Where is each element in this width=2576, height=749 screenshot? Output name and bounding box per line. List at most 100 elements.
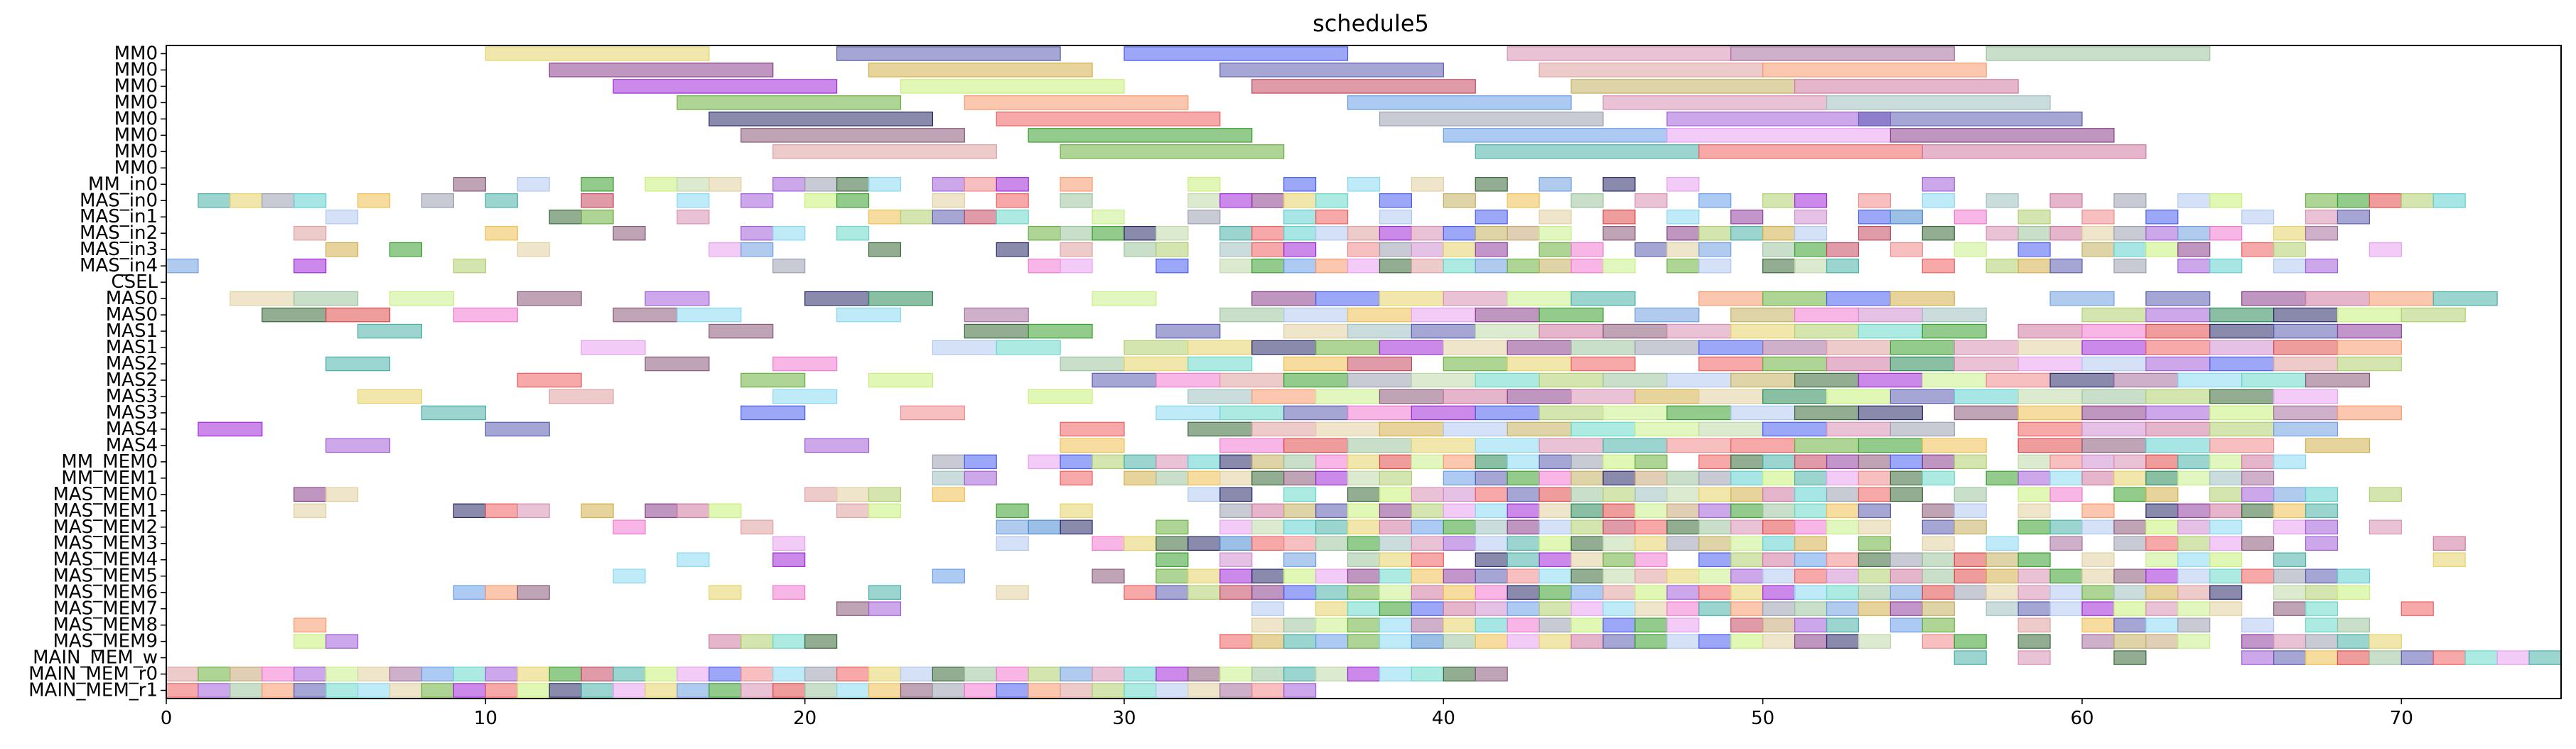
task-bar	[2273, 307, 2339, 323]
task-bar	[517, 667, 550, 681]
task-bar	[1634, 193, 1668, 208]
task-bar	[1953, 552, 1987, 567]
task-bar	[1794, 323, 1860, 339]
y-tick-label: MAS3	[106, 402, 158, 424]
task-bar	[1698, 601, 1732, 616]
task-bar	[1347, 356, 1412, 372]
task-bar	[1890, 128, 2115, 143]
task-bar	[1187, 356, 1253, 372]
task-bar	[1730, 585, 1764, 600]
task-bar	[1858, 323, 1923, 339]
task-bar	[1570, 258, 1604, 274]
task-bar	[1858, 209, 1891, 225]
task-bar	[1219, 454, 1253, 470]
task-bar	[1475, 323, 1540, 339]
task-bar	[1698, 519, 1732, 535]
task-bar	[293, 634, 327, 649]
task-bar	[1187, 421, 1253, 437]
task-bar	[1698, 487, 1732, 502]
task-bar	[1858, 585, 1891, 600]
task-bar	[1890, 487, 1923, 502]
task-bar	[1953, 454, 1987, 470]
task-bar	[2464, 650, 2498, 665]
task-bar	[1826, 258, 1860, 274]
task-bar	[1315, 618, 1349, 632]
task-bar	[1060, 683, 1093, 698]
task-bar	[1698, 356, 1764, 372]
task-bar	[1698, 225, 1732, 241]
task-bar	[1443, 519, 1476, 535]
task-bar	[1219, 487, 1253, 502]
task-bar	[2017, 356, 2083, 372]
task-bar	[1315, 470, 1349, 486]
task-bar	[1219, 683, 1253, 698]
task-bar	[708, 634, 742, 649]
task-bar	[1443, 470, 1476, 486]
task-bar	[1475, 601, 1508, 616]
task-bar	[1123, 667, 1157, 681]
task-bar	[1698, 569, 1732, 583]
y-tick-label: MM0	[114, 141, 158, 162]
task-bar	[1634, 503, 1668, 519]
task-bar	[2273, 585, 2307, 600]
task-bar	[2209, 569, 2243, 583]
task-bar	[2273, 634, 2307, 649]
task-bar	[453, 258, 486, 274]
task-bar	[900, 667, 934, 681]
task-bar	[1283, 242, 1317, 257]
task-bar	[2273, 242, 2307, 257]
task-bar	[1155, 242, 1189, 257]
task-bar	[1634, 536, 1668, 551]
y-tick-label: MAS1	[106, 320, 158, 342]
task-bar	[1123, 470, 1157, 486]
task-bar	[1283, 536, 1317, 551]
task-bar	[1698, 552, 1732, 567]
task-bar	[1538, 454, 1572, 470]
task-bar	[1538, 536, 1572, 551]
task-bar	[517, 683, 550, 698]
task-bar	[421, 193, 455, 208]
task-bar	[517, 242, 550, 257]
task-bar	[708, 667, 742, 681]
task-bar	[1730, 438, 1796, 453]
task-bar	[2017, 405, 2083, 421]
task-bar	[1347, 519, 1381, 535]
task-bar	[1507, 634, 1540, 649]
task-bar	[389, 667, 423, 681]
task-bar	[1060, 438, 1125, 453]
task-bar	[485, 585, 518, 600]
task-bar	[868, 291, 933, 306]
task-bar	[613, 667, 646, 681]
task-bar	[1698, 291, 1764, 306]
task-bar	[1347, 569, 1381, 583]
task-bar	[1538, 585, 1572, 600]
y-tick-label: MM0	[114, 75, 158, 97]
task-bar	[2432, 650, 2466, 665]
task-bar	[2113, 585, 2147, 600]
task-bar	[1507, 585, 1540, 600]
task-bar	[2432, 291, 2498, 306]
task-bar	[1762, 242, 1796, 257]
task-bar	[836, 503, 870, 519]
task-bar	[517, 585, 550, 600]
task-bar	[708, 585, 742, 600]
task-bar	[1283, 438, 1349, 453]
task-bar	[2209, 356, 2275, 372]
task-bar	[1730, 487, 1764, 502]
task-bar	[2049, 454, 2083, 470]
task-bar	[1794, 405, 1860, 421]
task-bar	[1379, 487, 1413, 502]
task-bar	[2145, 389, 2211, 404]
task-bar	[964, 209, 997, 225]
task-bar	[1730, 323, 1796, 339]
task-bar	[1602, 569, 1636, 583]
task-bar	[1443, 356, 1508, 372]
y-tick-label: MM_MEM0	[61, 451, 158, 473]
task-bar	[1634, 552, 1668, 567]
task-bar	[1826, 569, 1860, 583]
task-bar	[1251, 421, 1317, 437]
task-bar	[2113, 225, 2147, 241]
task-bar	[1251, 601, 1285, 616]
task-bar	[1347, 258, 1381, 274]
